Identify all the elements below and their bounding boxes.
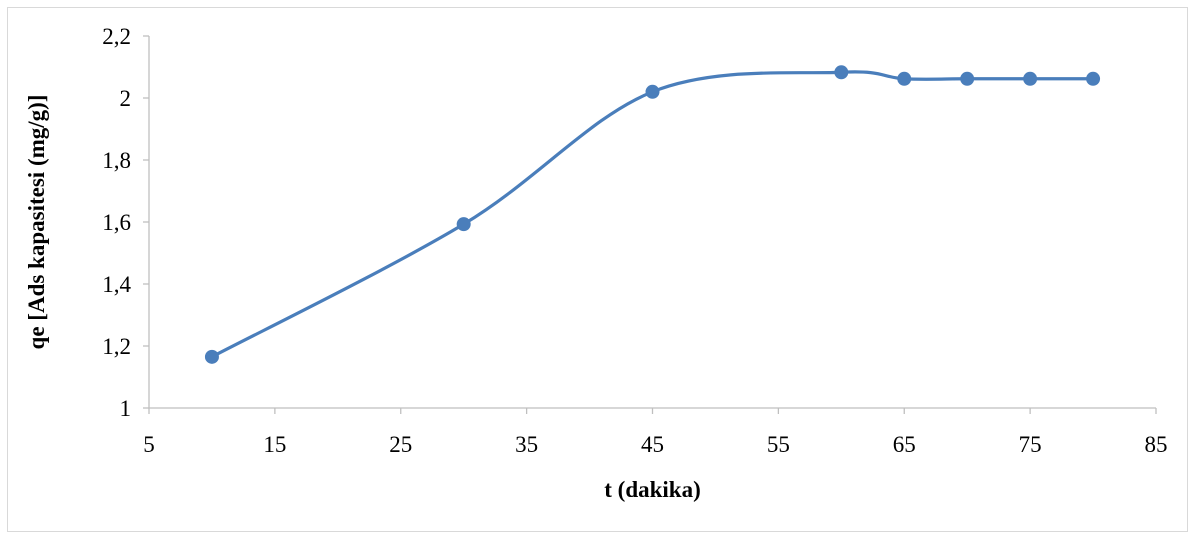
- x-tick-label: 25: [389, 432, 412, 457]
- data-point: [645, 84, 660, 99]
- x-tick-label: 65: [893, 432, 916, 457]
- series-layer: [204, 65, 1101, 364]
- y-axis-ticks: 1 1,2 1,4 1,6 1,8 2 2,2: [102, 24, 149, 421]
- y-tick-label: 1,8: [102, 148, 131, 173]
- y-tick-label: 1,4: [102, 272, 131, 297]
- y-axis-title: qe [Ads kapasitesi (mg/g)]: [24, 95, 49, 350]
- data-point: [1023, 71, 1038, 86]
- x-tick-label: 85: [1145, 432, 1168, 457]
- data-point: [456, 217, 471, 232]
- x-tick-label: 45: [641, 432, 664, 457]
- data-point: [204, 349, 219, 364]
- x-tick-label: 15: [263, 432, 286, 457]
- y-tick-label: 2: [120, 86, 132, 111]
- x-axis-title: t (dakika): [604, 477, 701, 502]
- y-tick-label: 1,6: [102, 210, 131, 235]
- data-point: [960, 71, 975, 86]
- y-tick-label: 1,2: [102, 334, 131, 359]
- series-line: [210, 70, 1095, 359]
- x-tick-label: 35: [515, 432, 538, 457]
- y-tick-label: 1: [120, 396, 132, 421]
- x-tick-label: 75: [1019, 432, 1042, 457]
- x-axis-ticks: 5 15 25 35 45 55 65 75 85: [143, 408, 1168, 457]
- chart-frame: [7, 7, 1188, 532]
- data-point: [1086, 71, 1101, 86]
- x-tick-label: 55: [767, 432, 790, 457]
- x-tick-label: 5: [143, 432, 155, 457]
- data-point: [897, 71, 912, 86]
- y-tick-label: 2,2: [102, 24, 131, 49]
- data-point: [834, 65, 849, 80]
